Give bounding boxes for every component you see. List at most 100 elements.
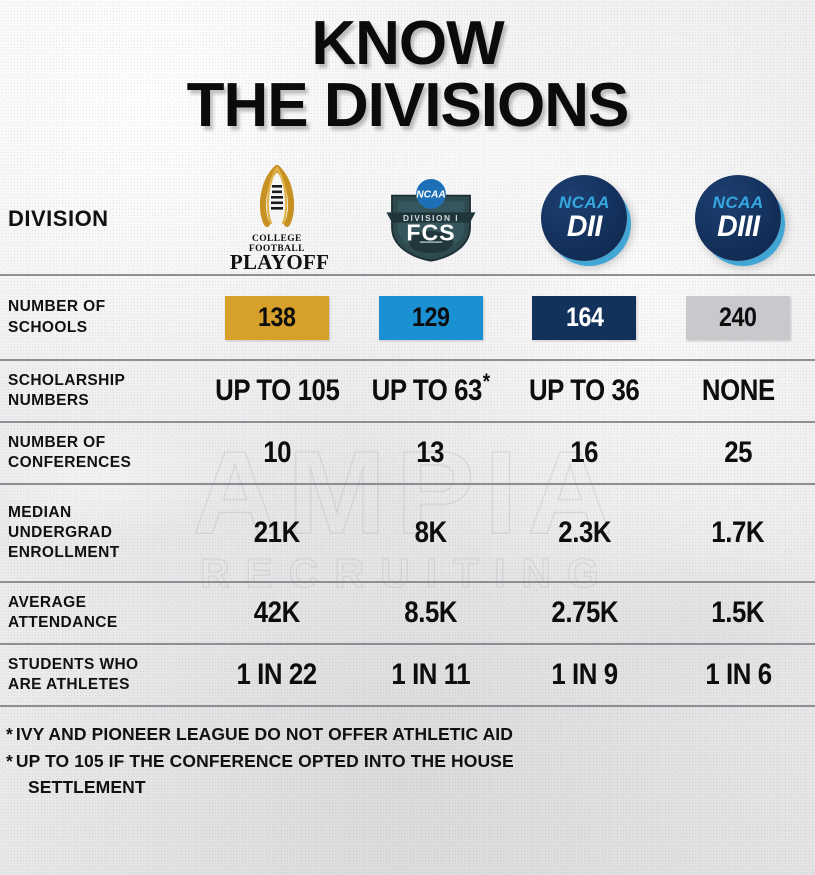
divisions-comparison-table: DIVISION <box>0 162 815 705</box>
athletes-value-fcs: 1 IN 11 <box>391 658 470 692</box>
fcs-shield-icon: NCAA DIVISION I FCS <box>386 179 476 262</box>
footnote-2-continuation: SETTLEMENT <box>6 774 805 800</box>
row-label-scholarship-numbers: SCHOLARSHIP NUMBERS <box>0 371 200 412</box>
schools-value-fbs: 138 <box>258 302 296 333</box>
attendance-value-fbs: 42K <box>253 596 300 630</box>
conferences-value-dii: 16 <box>570 436 599 470</box>
table-row-number-of-schools: NUMBER OF SCHOOLS 138 129 164 <box>0 274 815 359</box>
row-label-line-1: AVERAGE <box>8 593 87 611</box>
svg-text:NCAA: NCAA <box>416 190 445 201</box>
table-header-row: DIVISION <box>0 162 815 274</box>
svg-text:FCS: FCS <box>406 220 455 246</box>
schools-value-fcs: 129 <box>411 302 450 333</box>
cell-schools-dii: 164 <box>508 295 662 340</box>
scholarships-value-diii: NONE <box>701 374 775 408</box>
table-row-number-of-conferences: NUMBER OF CONFERENCES 10 13 16 25 <box>0 421 815 483</box>
row-label-average-attendance: AVERAGE ATTENDANCE <box>0 593 200 634</box>
dii-ncaa-text: NCAA <box>558 193 610 213</box>
row-label-line-1: NUMBER OF <box>8 298 106 316</box>
athletes-value-dii: 1 IN 9 <box>551 658 618 692</box>
footnote-1-text: IVY AND PIONEER LEAGUE DO NOT OFFER ATHL… <box>15 724 514 745</box>
row-label-line-1: NUMBER OF <box>8 433 106 451</box>
header-cell-dii: NCAA DII <box>508 168 662 268</box>
scholarships-value-dii: UP TO 36 <box>529 374 640 408</box>
cell-athletes-dii: 1 IN 9 <box>508 658 662 692</box>
row-label-line-1: STUDENTS WHO <box>8 655 139 673</box>
division-header-label: DIVISION <box>8 205 109 231</box>
row-label-line-1: MEDIAN <box>8 503 72 521</box>
title-line-2: THE DIVISIONS <box>186 71 630 141</box>
footnote-1-star: * <box>6 724 13 745</box>
table-row-average-attendance: AVERAGE ATTENDANCE 42K 8.5K 2.75K 1.5K <box>0 581 815 643</box>
cell-attendance-fbs: 42K <box>200 596 354 630</box>
row-label-line-2: NUMBERS <box>8 392 90 410</box>
cell-enrollment-diii: 1.7K <box>661 516 815 550</box>
cell-conferences-dii: 16 <box>508 436 662 470</box>
enrollment-value-fcs: 8K <box>414 516 448 550</box>
dii-level-text: DII <box>566 210 602 244</box>
cfp-logo-top-text: COLLEGE FOOTBALL <box>248 233 305 254</box>
attendance-value-dii: 2.75K <box>551 596 618 630</box>
footnotes-section: * IVY AND PIONEER LEAGUE DO NOT OFFER ATH… <box>0 705 815 800</box>
cfp-logo-bottom-text: PLAYOFF <box>229 249 330 274</box>
row-label-line-2: ATTENDANCE <box>8 614 118 632</box>
scholarships-footnote-marker: * <box>482 369 490 395</box>
row-label-number-of-conferences: NUMBER OF CONFERENCES <box>0 433 200 474</box>
cell-attendance-dii: 2.75K <box>508 596 662 630</box>
conferences-value-diii: 25 <box>724 436 753 470</box>
cell-conferences-diii: 25 <box>661 436 815 470</box>
enrollment-value-diii: 1.7K <box>711 516 765 550</box>
ncaa-division-ii-logo: NCAA DII <box>541 168 628 268</box>
cell-enrollment-fbs: 21K <box>200 516 354 550</box>
athletes-value-diii: 1 IN 6 <box>704 658 772 692</box>
table-row-scholarship-numbers: SCHOLARSHIP NUMBERS UP TO 105 UP TO 63* … <box>0 359 815 421</box>
row-label-students-who-are-athletes: STUDENTS WHO ARE ATHLETES <box>0 655 200 696</box>
cell-scholarships-fcs: UP TO 63* <box>354 369 508 408</box>
enrollment-value-fbs: 21K <box>253 516 300 550</box>
table-row-median-undergrad-enrollment: MEDIAN UNDERGRAD ENROLLMENT 21K 8K 2.3K … <box>0 483 815 581</box>
row-label-line-2: UNDERGRAD <box>8 524 113 542</box>
row-label-line-2: ARE ATHLETES <box>8 676 130 694</box>
cell-scholarships-diii: NONE <box>661 374 815 408</box>
schools-value-dii: 164 <box>565 302 604 333</box>
cfp-football-icon <box>259 164 294 227</box>
attendance-value-diii: 1.5K <box>711 596 765 630</box>
header-cell-fcs: NCAA DIVISION I FCS <box>354 168 508 268</box>
cell-enrollment-dii: 2.3K <box>508 516 662 550</box>
row-label-line-2: SCHOOLS <box>8 318 88 336</box>
diii-level-text: DIII <box>716 210 760 244</box>
college-football-playoff-logo: COLLEGE FOOTBALL PLAYOFF <box>230 164 329 272</box>
cell-conferences-fcs: 13 <box>354 436 508 470</box>
scholarships-value-fcs: UP TO 63* <box>371 369 491 408</box>
schools-badge-fcs: 129 <box>378 295 483 340</box>
footnote-2-star: * <box>6 750 13 771</box>
cell-enrollment-fcs: 8K <box>354 516 508 550</box>
row-label-line-2: CONFERENCES <box>8 454 132 472</box>
row-label-line-1: SCHOLARSHIP <box>8 371 126 389</box>
ncaa-division-i-fcs-logo: NCAA DIVISION I FCS <box>379 168 483 268</box>
header-cell-diii: NCAA DIII <box>661 168 815 268</box>
row-label-number-of-schools: NUMBER OF SCHOOLS <box>0 297 200 338</box>
svg-text:DIVISION I: DIVISION I <box>403 213 459 223</box>
cell-athletes-diii: 1 IN 6 <box>661 658 815 692</box>
cell-scholarships-fbs: UP TO 105 <box>200 374 354 408</box>
infographic-content: KNOW THE DIVISIONS DIVISION <box>0 0 815 800</box>
cell-conferences-fbs: 10 <box>200 436 354 470</box>
footnote-2-continuation-text: SETTLEMENT <box>28 776 146 797</box>
footnote-2-text: UP TO 105 IF THE CONFERENCE OPTED INTO T… <box>15 750 514 771</box>
cell-attendance-diii: 1.5K <box>661 596 815 630</box>
schools-value-diii: 240 <box>719 302 757 333</box>
cell-schools-fbs: 138 <box>200 295 354 340</box>
cell-scholarships-dii: UP TO 36 <box>508 374 662 408</box>
row-label-line-3: ENROLLMENT <box>8 544 120 562</box>
attendance-value-fcs: 8.5K <box>404 596 458 630</box>
table-row-students-who-are-athletes: STUDENTS WHO ARE ATHLETES 1 IN 22 1 IN 1… <box>0 643 815 705</box>
schools-badge-fbs: 138 <box>224 295 329 340</box>
ncaa-division-iii-logo: NCAA DIII <box>695 168 782 268</box>
diii-ncaa-text: NCAA <box>712 193 764 213</box>
cell-attendance-fcs: 8.5K <box>354 596 508 630</box>
footnote-1: * IVY AND PIONEER LEAGUE DO NOT OFFER ATH… <box>6 721 805 747</box>
cell-athletes-fcs: 1 IN 11 <box>354 658 508 692</box>
page-title: KNOW THE DIVISIONS <box>0 0 815 136</box>
